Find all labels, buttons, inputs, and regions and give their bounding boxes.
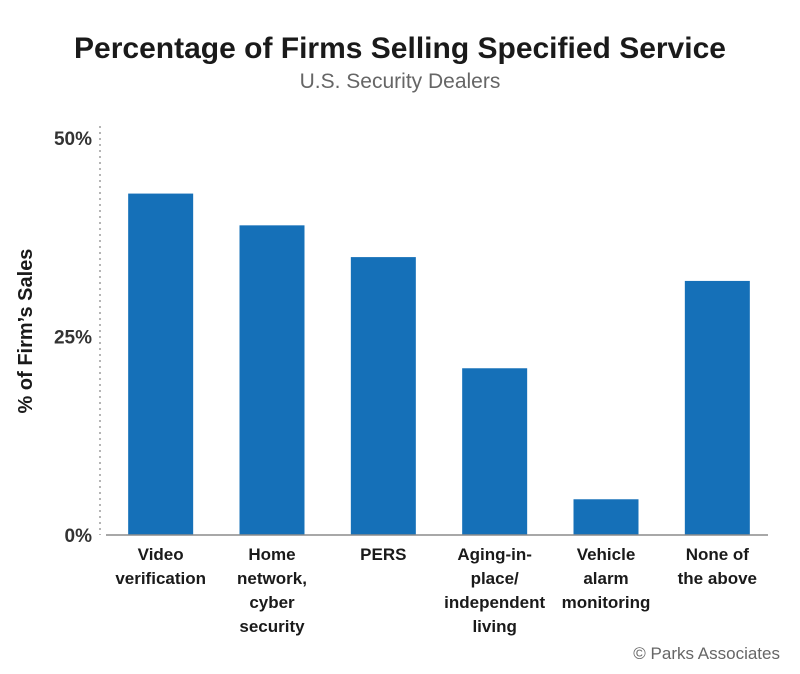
x-tick-label: cyber [249,593,295,612]
x-tick-label: independent [444,593,545,612]
chart-subtitle: U.S. Security Dealers [300,70,501,93]
x-tick-label: monitoring [562,593,651,612]
y-axis-label: % of Firm’s Sales [15,249,37,414]
x-tick-label: network, [237,569,307,588]
x-tick-label: Aging-in- [457,545,532,564]
y-tick-label: 50% [54,129,92,150]
x-axis: Video verification Home network, cyber securi… [106,534,768,636]
x-tick-label: place/ [471,569,519,588]
bar [128,193,194,535]
x-tick-label: alarm [583,569,628,588]
x-tick-label: Vehicle [577,545,636,564]
bars [128,193,750,535]
x-tick-label: security [239,617,305,636]
y-axis: 0% 25% 50% [54,126,101,547]
bar [239,225,305,535]
bar [684,280,750,535]
x-tick-label: None of [686,545,750,564]
x-tick-label: living [472,617,516,636]
x-tick-label: Home [248,545,295,564]
chart-title: Percentage of Firms Selling Specified Se… [74,32,726,65]
bar [573,499,639,535]
x-tick-label: verification [115,569,206,588]
y-tick-label: 25% [54,328,92,349]
bar [350,257,416,535]
x-tick-label: Video [138,545,184,564]
x-tick-label: the above [678,569,757,588]
y-tick-label: 0% [65,526,93,547]
bar [462,368,528,535]
x-tick-label: PERS [360,545,406,564]
source-credit: © Parks Associates [633,644,780,663]
